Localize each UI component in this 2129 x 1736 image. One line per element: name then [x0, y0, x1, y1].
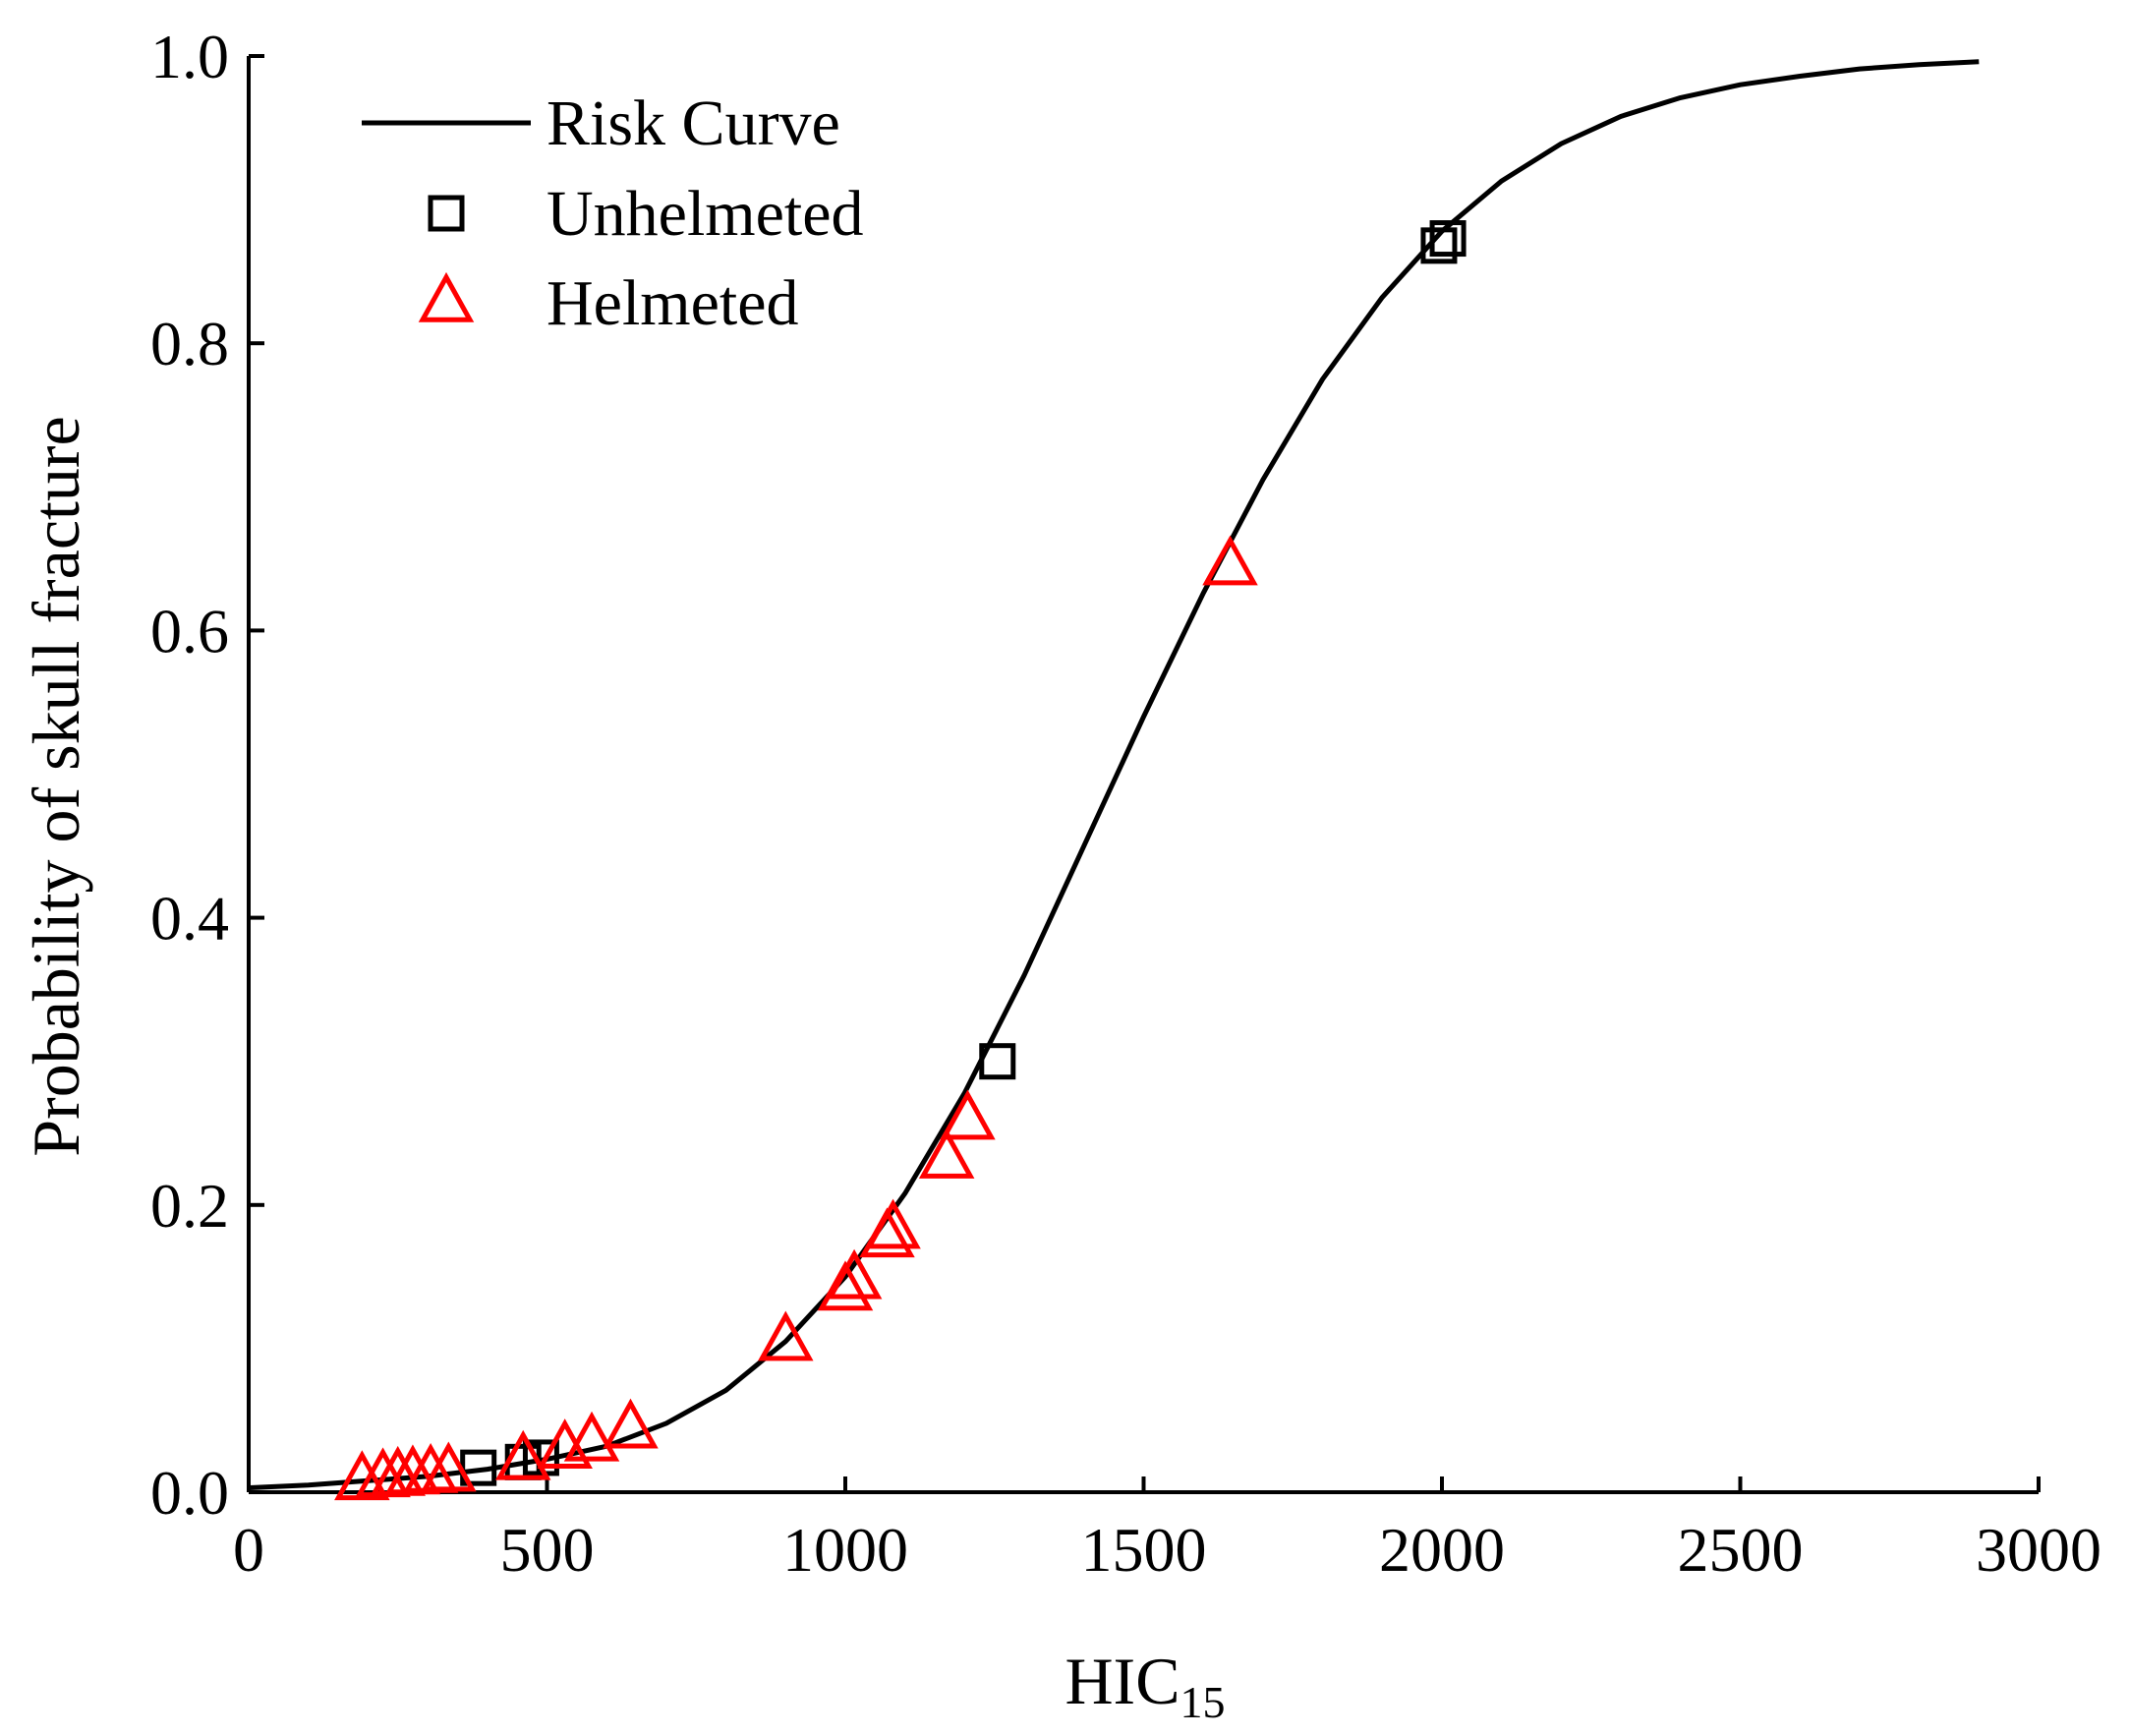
legend-square-icon: [428, 195, 465, 232]
helmeted-point: [918, 1128, 975, 1179]
helmeted-point: [826, 1248, 883, 1300]
helmeted-point: [421, 1441, 477, 1492]
axes: [247, 56, 2039, 1494]
risk-curve-line: [248, 59, 1980, 1491]
x-tick-label: 500: [500, 1515, 595, 1585]
y-tick-label: 0.4: [150, 884, 229, 954]
plot-area: [248, 59, 1980, 1501]
x-tick-label: 2500: [1678, 1515, 1804, 1585]
helmeted-point: [603, 1398, 659, 1449]
helmeted-point: [940, 1089, 996, 1140]
x-tick-label: 0: [233, 1515, 264, 1585]
helmeted-point: [758, 1310, 814, 1361]
y-ticks: 0.0 0.2 0.4 0.6 0.8 1.0: [150, 22, 264, 1528]
unhelmeted-point: [979, 1043, 1016, 1080]
y-tick-label: 0.0: [150, 1458, 229, 1528]
helmeted-point: [563, 1411, 620, 1462]
legend: Risk Curve Unhelmeted Helmeted: [362, 87, 864, 339]
y-axis-title: Probability of skull fracture: [19, 416, 93, 1156]
helmeted-point: [865, 1198, 921, 1249]
x-tick-label: 2000: [1379, 1515, 1505, 1585]
helmeted-point: [334, 1450, 390, 1501]
x-ticks: 0 500 1000 1500 2000 2500 3000: [233, 1476, 2101, 1585]
y-tick-label: 0.2: [150, 1171, 229, 1241]
legend-triangle-icon: [418, 271, 475, 322]
y-tick-label: 0.6: [150, 596, 229, 665]
unhelmeted-point: [1420, 227, 1458, 264]
x-tick-label: 1500: [1081, 1515, 1207, 1585]
x-tick-label: 1000: [782, 1515, 908, 1585]
legend-label: Unhelmeted: [547, 178, 864, 250]
legend-label: Risk Curve: [547, 87, 840, 159]
helmeted-point: [494, 1429, 551, 1480]
x-axis-title: HIC15: [1064, 1644, 1225, 1727]
unhelmeted-point: [1429, 220, 1467, 258]
legend-label: Helmeted: [547, 267, 799, 339]
x-tick-label: 3000: [1976, 1515, 2101, 1585]
unhelmeted-point: [522, 1439, 559, 1476]
y-tick-label: 0.8: [150, 309, 229, 378]
y-tick-label: 1.0: [150, 22, 229, 91]
helmeted-point: [1202, 535, 1258, 586]
